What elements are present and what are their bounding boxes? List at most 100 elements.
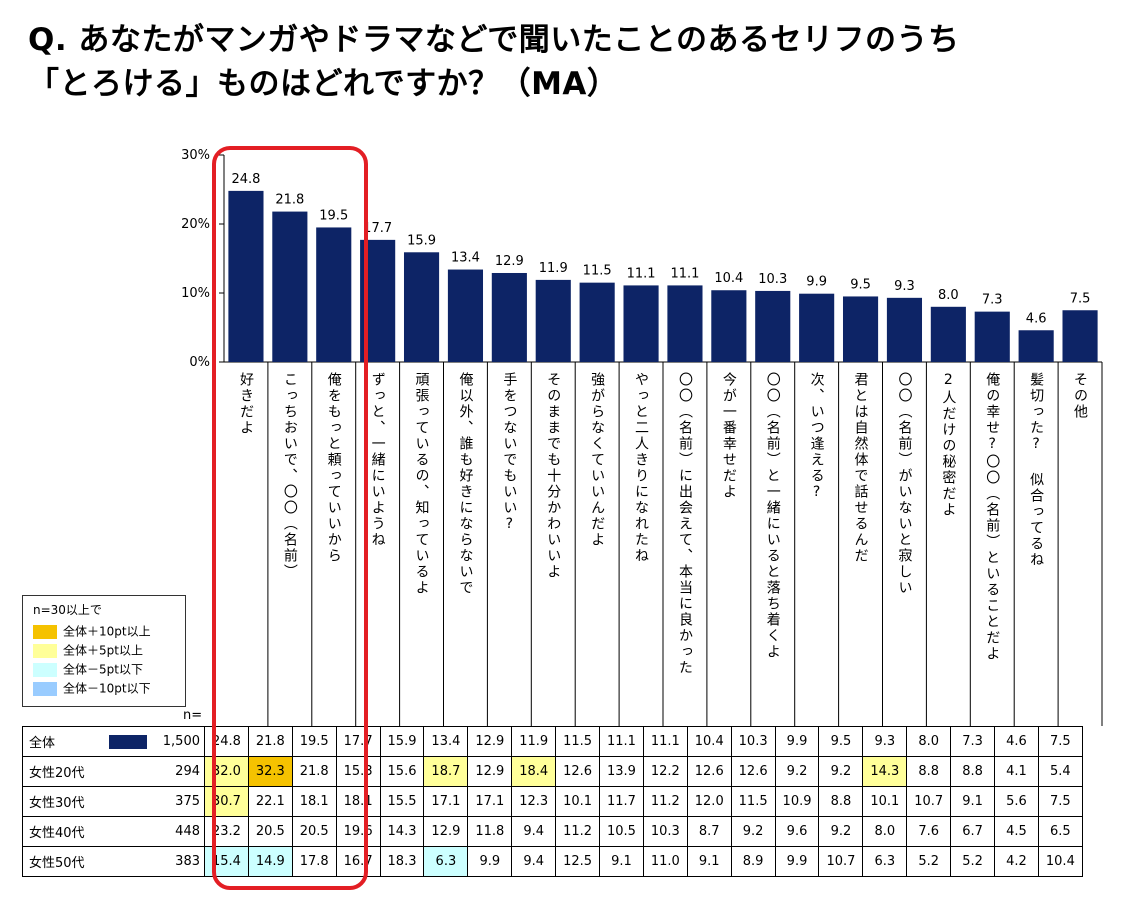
table-cell: 9.5	[818, 726, 864, 757]
category-label: 今が一番幸せだよ	[720, 372, 737, 500]
table-cell: 10.7	[818, 846, 864, 877]
table-cell: 9.1	[950, 786, 996, 817]
y-tick-label: 10%	[181, 286, 210, 301]
table-cell: 8.8	[818, 786, 864, 817]
table-cell: 4.6	[994, 726, 1039, 757]
table-cell: 10.3	[730, 726, 776, 757]
category-label: 俺をもっと頼っていいから	[325, 372, 342, 564]
table-cell: 18.4	[511, 756, 557, 787]
table-cell: 12.3	[511, 786, 557, 817]
table-cell: 10.1	[555, 786, 601, 817]
table-cell: 10.4	[686, 726, 732, 757]
data-label: 11.9	[539, 261, 568, 276]
data-label: 24.8	[231, 172, 260, 187]
bar	[447, 269, 484, 362]
table-cell: 10.7	[906, 786, 952, 817]
data-label: 11.1	[627, 266, 656, 281]
row-label-text: 女性20代	[29, 766, 85, 781]
data-table: 全体 1,500 24.8 21.8 19.5 17.7 15.9 13.4 12.9 11.9 1…	[22, 726, 1083, 877]
row-label-text: 女性50代	[29, 856, 85, 871]
data-label: 8.0	[938, 288, 959, 303]
table-cell: 10.4	[1037, 846, 1083, 877]
table-row: 全体 1,500 24.8 21.8 19.5 17.7 15.9 13.4 12.9 11.9 1…	[22, 726, 1083, 757]
table-cell: 7.5	[1037, 726, 1083, 757]
data-label: 7.3	[982, 293, 1003, 308]
legend-item-minus5: 全体－5pt以下	[33, 661, 143, 677]
bar	[974, 311, 1010, 362]
table-cell: 11.7	[599, 786, 644, 817]
table-cell: 5.2	[950, 846, 996, 877]
table-cell: 8.0	[862, 816, 908, 847]
bar	[799, 293, 835, 362]
table-row: 女性20代 294 32.0 32.3 21.8 15.3 15.6 18.7 12.9 18.4…	[22, 756, 1083, 787]
table-cell: 5.4	[1037, 756, 1083, 787]
table-cell: 12.0	[686, 786, 732, 817]
table-cell: 7.3	[950, 726, 996, 757]
table-cell: 11.9	[511, 726, 557, 757]
category-label: 〇〇（名前）に出会えて、本当に良かった	[676, 372, 693, 676]
table-cell: 11.5	[730, 786, 776, 817]
total-series-swatch	[109, 735, 147, 749]
table-cell: 9.9	[774, 846, 820, 877]
table-cell: 9.2	[818, 756, 864, 787]
row-label-text: 全体	[29, 736, 56, 751]
row-label: 全体	[22, 726, 163, 757]
row-label: 女性20代	[22, 756, 163, 787]
data-label: 4.6	[1026, 311, 1047, 326]
table-row: 女性30代 375 30.7 22.1 18.1 18.1 15.5 17.1 17.1 12.3…	[22, 786, 1083, 817]
category-label: 〇〇（名前）と一緒にいると落ち着くよ	[764, 372, 781, 660]
bar	[886, 297, 923, 362]
table-cell: 9.2	[818, 816, 864, 847]
data-label: 9.5	[850, 277, 871, 292]
table-cell: 18.7	[423, 756, 469, 787]
table-cell: 12.9	[467, 726, 513, 757]
data-label: 7.5	[1070, 291, 1091, 306]
legend-item-minus10: 全体－10pt以下	[33, 680, 151, 696]
bar	[623, 285, 659, 362]
sample-size: 294	[162, 756, 205, 787]
data-label: 10.4	[714, 271, 743, 286]
table-cell: 15.6	[379, 756, 425, 787]
table-cell: 8.8	[906, 756, 952, 787]
y-tick-label: 20%	[181, 217, 210, 232]
table-cell: 11.1	[642, 726, 688, 757]
table-cell: 21.8	[247, 726, 293, 757]
category-label: こっちおいで、〇〇（名前）	[281, 372, 298, 580]
table-cell: 12.9	[467, 756, 513, 787]
table-cell: 4.1	[994, 756, 1039, 787]
table-cell: 9.1	[686, 846, 732, 877]
data-label: 12.9	[495, 254, 524, 269]
legend-label-plus5: 全体＋5pt以上	[63, 643, 143, 658]
table-cell: 11.1	[599, 726, 644, 757]
title-line-2: 「とろける」ものはどれですか？（MA）	[28, 66, 619, 102]
row-label: 女性40代	[22, 816, 163, 847]
table-cell: 12.6	[555, 756, 601, 787]
table-cell: 15.9	[379, 726, 425, 757]
row-label: 女性50代	[22, 846, 163, 877]
legend-item-plus10: 全体＋10pt以上	[33, 623, 151, 639]
table-cell: 14.3	[862, 756, 908, 787]
data-label: 21.8	[275, 193, 304, 208]
table-cell: 19.6	[335, 816, 381, 847]
bar	[316, 227, 352, 362]
table-cell: 12.6	[730, 756, 776, 787]
category-label: その他	[1072, 372, 1089, 420]
data-label: 13.4	[451, 251, 480, 266]
category-label: 頑張っているの、知っているよ	[413, 372, 430, 596]
row-label-text: 女性30代	[29, 796, 85, 811]
legend-swatch-minus10	[33, 681, 57, 696]
table-cell: 13.9	[599, 756, 644, 787]
row-label: 女性30代	[22, 786, 163, 817]
table-cell: 14.9	[247, 846, 293, 877]
bar	[360, 239, 396, 362]
table-cell: 7.6	[906, 816, 952, 847]
table-cell: 11.8	[467, 816, 513, 847]
bar	[1062, 310, 1098, 362]
table-cell: 10.9	[774, 786, 820, 817]
table-cell: 12.6	[686, 756, 732, 787]
table-cell: 11.5	[555, 726, 601, 757]
table-cell: 17.1	[423, 786, 469, 817]
table-row: 女性40代 448 23.2 20.5 20.5 19.6 14.3 12.9 11.8 9.4 1…	[22, 816, 1083, 847]
table-cell: 30.7	[204, 786, 249, 817]
bar	[755, 290, 791, 362]
